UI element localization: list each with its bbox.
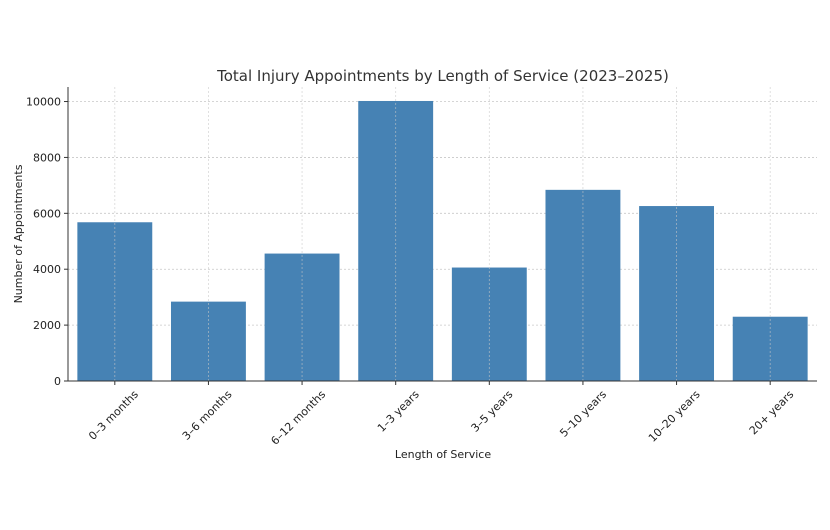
axes-layer [67, 87, 817, 382]
chart-title: Total Injury Appointments by Length of S… [216, 67, 669, 85]
y-tick-label: 0 [54, 375, 61, 388]
y-tick-label: 6000 [33, 207, 61, 220]
y-tick-label: 2000 [33, 319, 61, 332]
y-tick-label: 10000 [26, 96, 61, 109]
x-axis-label: Length of Service [395, 448, 491, 461]
bar [77, 222, 153, 381]
y-axis-label: Number of Appointments [12, 164, 25, 303]
y-tick-label: 4000 [33, 263, 61, 276]
bar [545, 189, 621, 381]
y-tick-label: 8000 [33, 151, 61, 164]
bar [170, 301, 246, 381]
bars-layer [77, 87, 808, 381]
